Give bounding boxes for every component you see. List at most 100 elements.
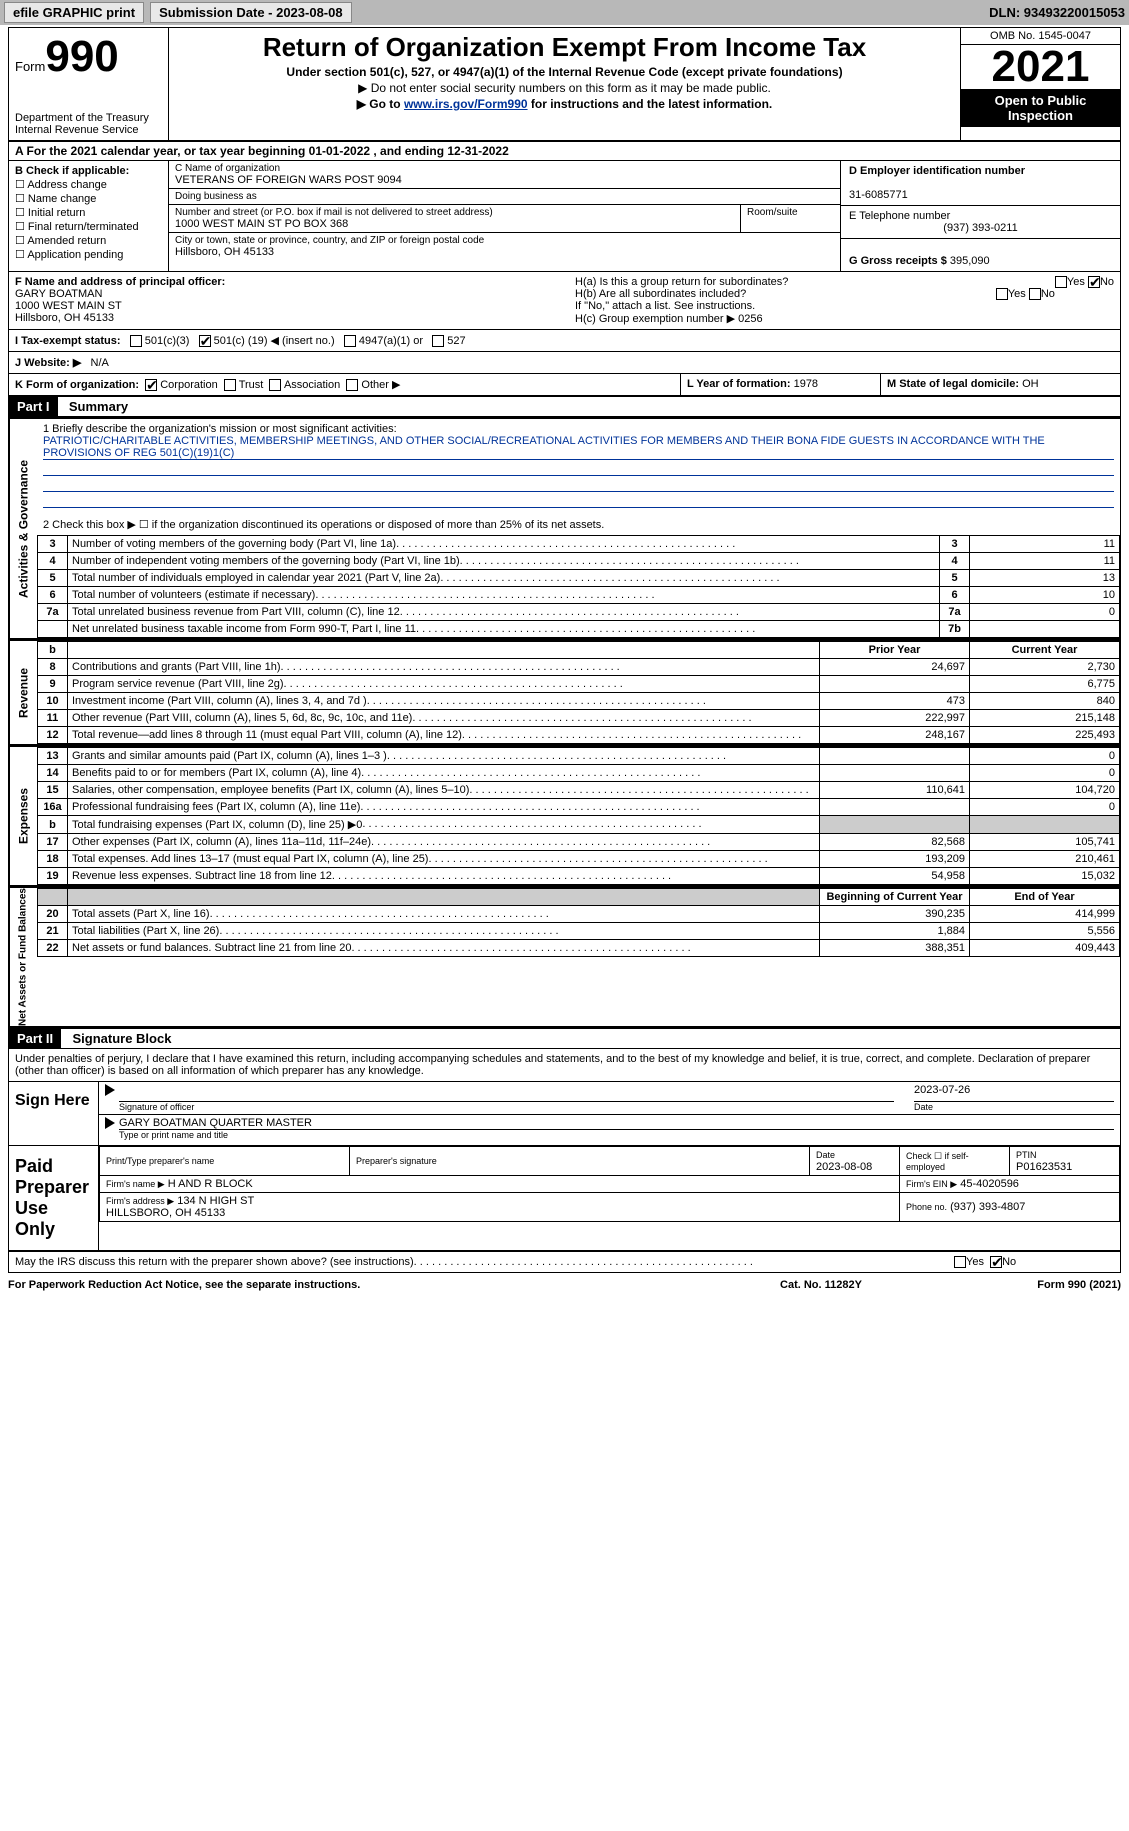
open-to-public: Open to Public Inspection [961,89,1120,127]
room-label: Room/suite [747,207,834,218]
cb-501c[interactable] [199,335,211,347]
gross-label: G Gross receipts $ [849,255,947,267]
paid-preparer-row: Paid Preparer Use Only Print/Type prepar… [9,1146,1120,1251]
part1-header-row: Part I Summary [9,397,1120,417]
table-row: 3 Number of voting members of the govern… [38,536,1120,553]
efile-button[interactable]: efile GRAPHIC print [4,2,144,23]
cb-527[interactable] [432,335,444,347]
rev-hdr-current: Current Year [970,642,1120,659]
net-assets-table: Beginning of Current Year End of Year 20… [37,888,1120,957]
table-row: 17 Other expenses (Part IX, column (A), … [38,834,1120,851]
hb-no[interactable] [1029,288,1041,300]
form-org-label: K Form of organization: [15,379,139,391]
goto-pre: ▶ Go to [357,97,404,111]
state-domicile-value: OH [1022,378,1039,390]
may-no[interactable] [990,1256,1002,1268]
mission-text: PATRIOTIC/CHARITABLE ACTIVITIES, MEMBERS… [43,435,1114,460]
table-row: 10 Investment income (Part VIII, column … [38,693,1120,710]
prep-date-value: 2023-08-08 [816,1161,872,1173]
table-row: 4 Number of independent voting members o… [38,553,1120,570]
hc-row: H(c) Group exemption number ▶ 0256 [575,312,1114,325]
line2-checkbox: 2 Check this box ▶ ☐ if the organization… [37,514,1120,535]
line1-mission: 1 Briefly describe the organization's mi… [37,419,1120,514]
officer-sig-field[interactable] [119,1084,894,1102]
cb-name-change[interactable]: ☐ Name change [15,192,162,205]
hc-label: H(c) Group exemption number ▶ [575,313,735,325]
gross-value: 395,090 [950,255,990,267]
ein-label: D Employer identification number [849,165,1025,177]
cb-501c3[interactable] [130,335,142,347]
may-yes[interactable] [954,1256,966,1268]
table-row: Net unrelated business taxable income fr… [38,621,1120,638]
governance-table: 3 Number of voting members of the govern… [37,535,1120,638]
cb-initial-return[interactable]: ☐ Initial return [15,206,162,219]
na-hdr-end: End of Year [970,889,1120,906]
yes-label: Yes [966,1256,984,1268]
trust-label: Trust [239,379,264,391]
firm-phone-value: (937) 393-4807 [950,1201,1025,1213]
ptin-cell: PTIN P01623531 [1010,1147,1120,1176]
prep-date-label: Date [816,1150,835,1160]
cb-final-return[interactable]: ☐ Final return/terminated [15,220,162,233]
cb-trust[interactable] [224,379,236,391]
irs-link[interactable]: www.irs.gov/Form990 [404,97,528,111]
year-formation-value: 1978 [794,378,818,390]
mission-blank-3 [43,494,1114,508]
section-expenses: Expenses 13 Grants and similar amounts p… [9,745,1120,886]
form-num: 990 [45,32,118,81]
ein-value: 31-6085771 [849,189,908,201]
cat-no: Cat. No. 11282Y [721,1279,921,1291]
perjury-declaration: Under penalties of perjury, I declare th… [9,1049,1120,1082]
cb-assoc[interactable] [269,379,281,391]
na-hdr-blank [68,889,820,906]
hb-yes[interactable] [996,288,1008,300]
expenses-table: 13 Grants and similar amounts paid (Part… [37,747,1120,885]
table-row: 16a Professional fundraising fees (Part … [38,799,1120,816]
501c-num: 19 [252,335,264,347]
website-label: J Website: ▶ [15,357,81,369]
table-row: 14 Benefits paid to or for members (Part… [38,765,1120,782]
hb-label: H(b) Are all subordinates included? [575,288,746,300]
mission-blank-1 [43,462,1114,476]
col-f-officer: F Name and address of principal officer:… [9,272,569,329]
rev-hdr-prior: Prior Year [820,642,970,659]
na-hdr-num [38,889,68,906]
paid-preparer-label: Paid Preparer Use Only [9,1146,99,1250]
part1-label: Part I [9,397,58,416]
col-b-checkboxes: B Check if applicable: ☐ Address change … [9,161,169,271]
table-row: 5 Total number of individuals employed i… [38,570,1120,587]
501c-post: ) ◀ (insert no.) [264,335,335,347]
table-row: 15 Salaries, other compensation, employe… [38,782,1120,799]
form-number: Form990 [15,32,162,82]
dept-treasury: Department of the Treasury Internal Reve… [15,112,162,136]
firm-ein-value: 45-4020596 [960,1178,1019,1190]
firm-ein-cell: Firm's EIN ▶ 45-4020596 [900,1176,1120,1193]
cb-amended-return[interactable]: ☐ Amended return [15,234,162,247]
subtitle-1: Under section 501(c), 527, or 4947(a)(1)… [177,65,952,79]
header-mid: Return of Organization Exempt From Incom… [169,28,960,140]
officer-name-typed: GARY BOATMAN QUARTER MASTER [119,1117,1114,1130]
ha-no[interactable] [1088,276,1100,288]
arrow-icon-2 [105,1117,115,1129]
may-discuss-label: May the IRS discuss this return with the… [15,1256,414,1268]
ptin-label: PTIN [1016,1150,1037,1160]
m-state-domicile: M State of legal domicile: OH [880,374,1120,395]
city-label: City or town, state or province, country… [175,235,834,246]
cb-application-pending[interactable]: ☐ Application pending [15,248,162,261]
org-name-cell: C Name of organization VETERANS OF FOREI… [169,161,840,189]
row-fh: F Name and address of principal officer:… [9,272,1120,330]
tax-year: 2021 [961,45,1120,89]
firm-name-cell: Firm's name ▶ H AND R BLOCK [100,1176,900,1193]
cb-corp[interactable] [145,379,157,391]
cb-4947[interactable] [344,335,356,347]
firm-addr-cell: Firm's address ▶ 134 N HIGH ST HILLSBORO… [100,1193,900,1222]
city-cell: City or town, state or province, country… [169,233,840,260]
other-label: Other ▶ [361,379,400,391]
cb-address-change[interactable]: ☐ Address change [15,178,162,191]
cb-other[interactable] [346,379,358,391]
na-header-row: Beginning of Current Year End of Year [38,889,1120,906]
ha-yes[interactable] [1055,276,1067,288]
org-name-label: C Name of organization [175,163,834,174]
preparer-table: Print/Type preparer's name Preparer's si… [99,1146,1120,1222]
row-k: K Form of organization: Corporation Trus… [9,374,1120,397]
